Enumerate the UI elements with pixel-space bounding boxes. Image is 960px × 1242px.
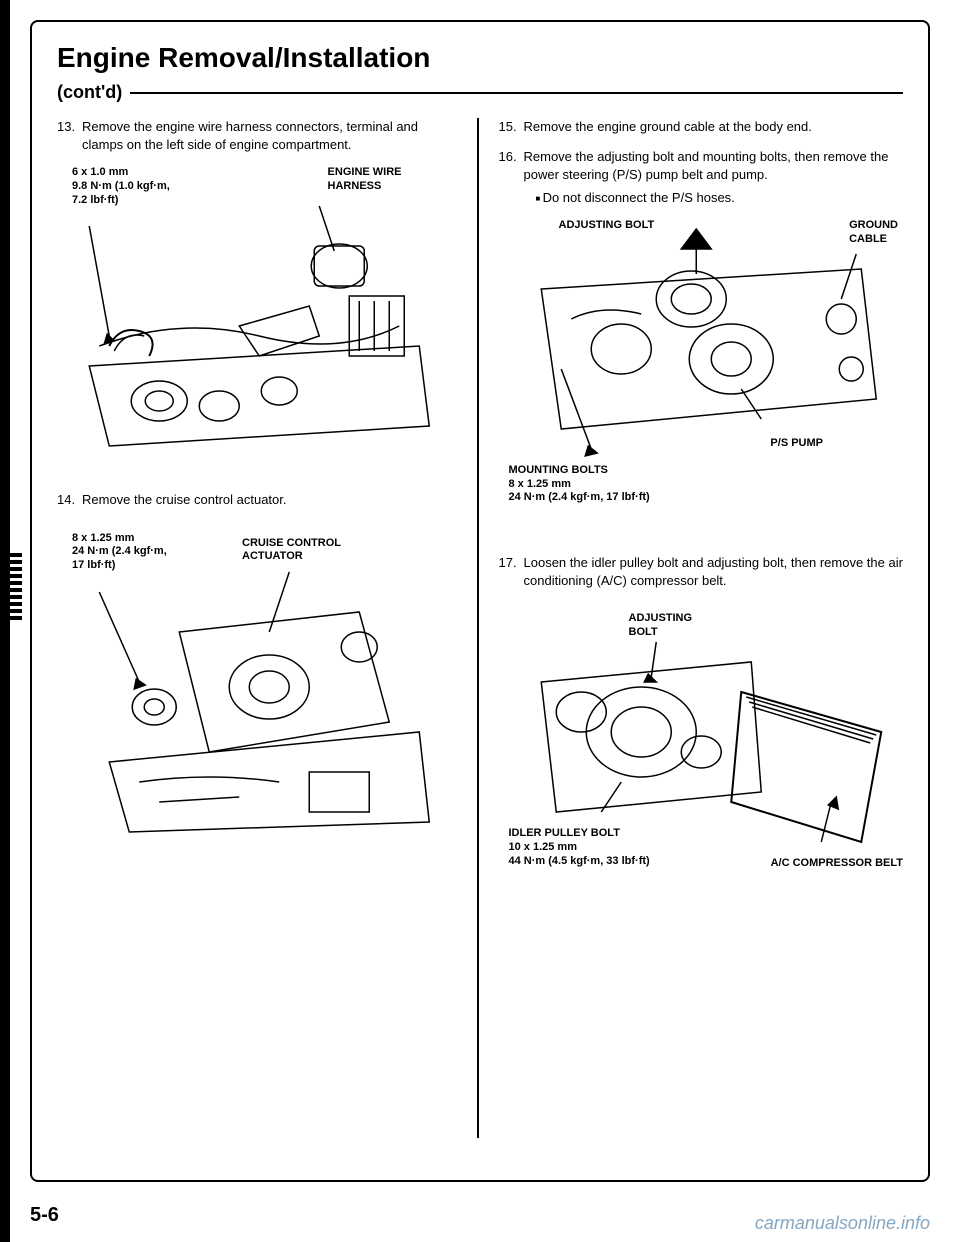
torque-spec: 8 x 1.25 mm 24 N·m (2.4 kgf·m, 17 lbf·ft…	[72, 532, 167, 573]
step-text: Remove the engine wire harness connector…	[82, 118, 462, 154]
step-15: 15. Remove the engine ground cable at th…	[499, 118, 904, 136]
two-column-layout: 13. Remove the engine wire harness conne…	[57, 118, 903, 1138]
torque-spec: 6 x 1.0 mm 9.8 N·m (1.0 kgf·m, 7.2 lbf·f…	[72, 166, 170, 207]
page-frame: Engine Removal/Installation (cont'd) 13.…	[30, 20, 930, 1182]
callout-compressor-belt: A/C COMPRESSOR BELT	[771, 857, 903, 871]
callout-actuator: CRUISE CONTROL ACTUATOR	[242, 537, 341, 565]
step-text: Remove the adjusting bolt and mounting b…	[524, 148, 904, 207]
figure-ac-compressor: ADJUSTING BOLT IDLER PULLEY BOLT 10 x 1.…	[499, 602, 904, 902]
step-13: 13. Remove the engine wire harness conne…	[57, 118, 462, 154]
step-17: 17. Loosen the idler pulley bolt and adj…	[499, 554, 904, 590]
contd-row: (cont'd)	[57, 82, 903, 103]
figure-ps-pump: ADJUSTING BOLT GROUND CABLE P/S PUMP MOU…	[499, 219, 904, 529]
page-number: 5-6	[30, 1204, 59, 1227]
right-column: 15. Remove the engine ground cable at th…	[499, 118, 904, 1138]
step-14: 14. Remove the cruise control actuator.	[57, 491, 462, 509]
callout-idler-bolt: IDLER PULLEY BOLT 10 x 1.25 mm 44 N·m (4…	[509, 827, 650, 868]
step-number: 15.	[499, 118, 524, 136]
step-number: 14.	[57, 491, 82, 509]
callout-ground-cable: GROUND CABLE	[849, 219, 898, 247]
callout-adjusting-bolt: ADJUSTING BOLT	[559, 219, 655, 233]
step-text: Remove the cruise control actuator.	[82, 491, 462, 509]
step-16: 16. Remove the adjusting bolt and mounti…	[499, 148, 904, 207]
binding-marks	[2, 550, 22, 900]
page-title: Engine Removal/Installation	[57, 42, 903, 74]
callout-adjusting-bolt: ADJUSTING BOLT	[629, 612, 693, 640]
left-column: 13. Remove the engine wire harness conne…	[57, 118, 479, 1138]
step-number: 16.	[499, 148, 524, 207]
step-text: Loosen the idler pulley bolt and adjusti…	[524, 554, 904, 590]
contd-label: (cont'd)	[57, 82, 130, 103]
step-number: 13.	[57, 118, 82, 154]
contd-rule	[130, 92, 903, 94]
figure-cruise-control: 8 x 1.25 mm 24 N·m (2.4 kgf·m, 17 lbf·ft…	[57, 522, 462, 842]
watermark: carmanualsonline.info	[755, 1213, 930, 1234]
callout-ps-pump: P/S PUMP	[770, 437, 823, 451]
step-16-main: Remove the adjusting bolt and mounting b…	[524, 149, 889, 182]
step-16-bullet: Do not disconnect the P/S hoses.	[524, 189, 904, 207]
figure-engine-wire-harness: 6 x 1.0 mm 9.8 N·m (1.0 kgf·m, 7.2 lbf·f…	[57, 166, 462, 466]
callout-mounting-bolts: MOUNTING BOLTS 8 x 1.25 mm 24 N·m (2.4 k…	[509, 464, 650, 505]
step-text: Remove the engine ground cable at the bo…	[524, 118, 904, 136]
engine-harness-illustration	[57, 166, 462, 466]
callout-harness: ENGINE WIRE HARNESS	[328, 166, 402, 194]
step-number: 17.	[499, 554, 524, 590]
